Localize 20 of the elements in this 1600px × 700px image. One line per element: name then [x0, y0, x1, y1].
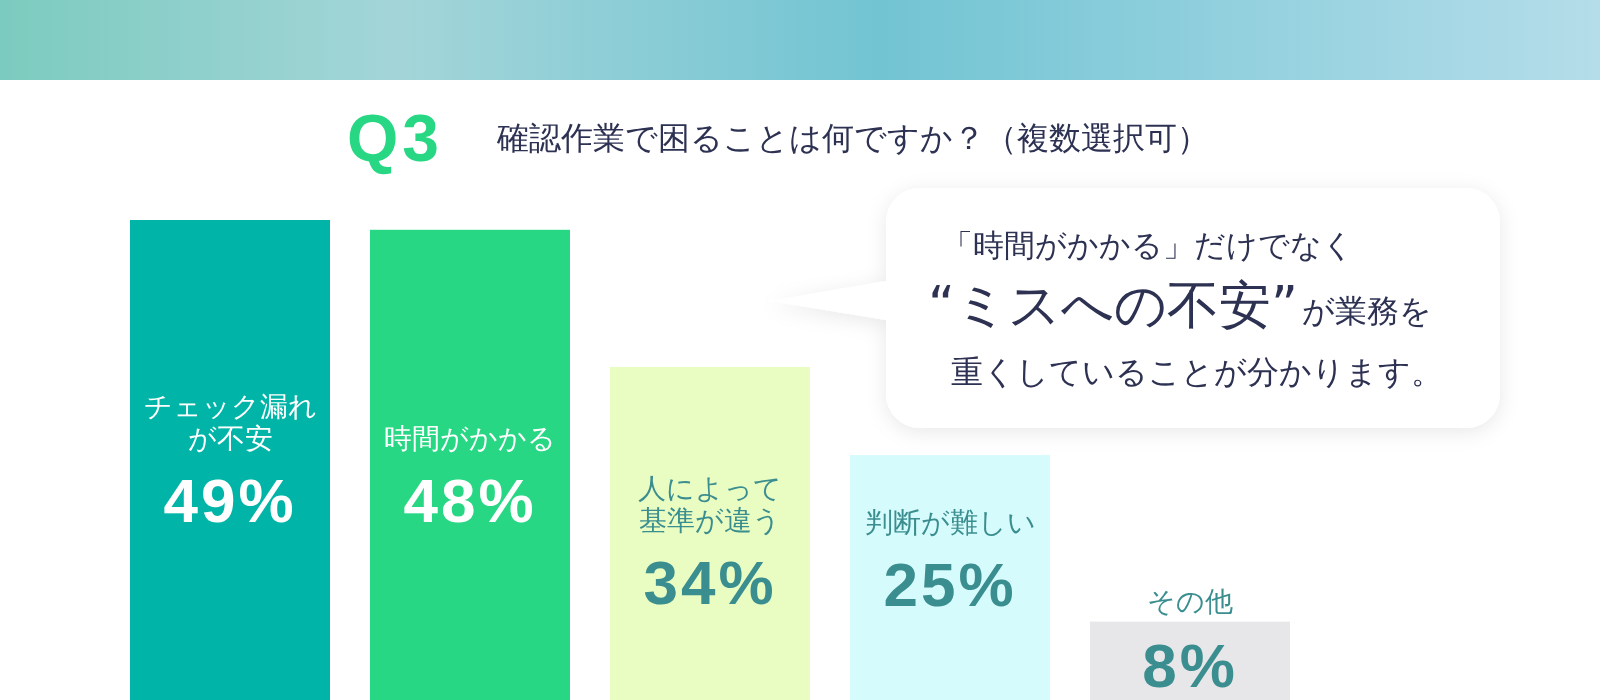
x-tick-label: 時間がかかる [384, 421, 556, 455]
x-tick-label: 人によって基準が違う [638, 472, 782, 538]
annotation: 重くしていることが分かります。 [951, 353, 1443, 391]
x-tick-label: チェック漏れが不安 [143, 389, 317, 455]
annotation: が業務を [1301, 292, 1432, 330]
chart-title: Q3 [347, 101, 444, 175]
data-label: 25% [883, 549, 1017, 619]
annotation: 「時間がかかる」だけでなく [942, 227, 1354, 263]
bar [130, 220, 330, 700]
annotation: “ミスへの不安” [928, 275, 1298, 335]
data-label: 8% [1142, 631, 1238, 700]
bar [610, 366, 810, 700]
x-tick-label: 判断が難しい [864, 505, 1036, 539]
bar [370, 229, 570, 700]
data-label: 48% [403, 465, 537, 535]
bar [850, 455, 1050, 700]
x-tick-label: その他 [1147, 585, 1233, 619]
data-label: 34% [643, 548, 777, 618]
chart-subtitle: 確認作業で困ることは何ですか？（複数選択可） [496, 119, 1209, 157]
data-label: 49% [163, 465, 297, 535]
